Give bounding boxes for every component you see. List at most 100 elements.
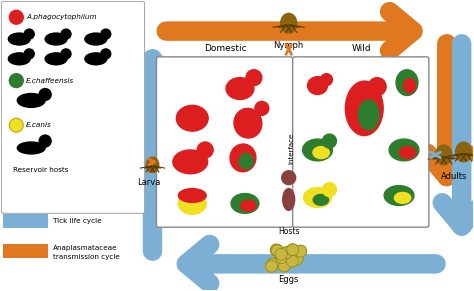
Circle shape [61,49,71,59]
Bar [3,214,48,228]
Circle shape [278,260,290,272]
Text: Hosts: Hosts [278,227,300,236]
Circle shape [24,29,34,39]
Text: Domestic: Domestic [204,44,246,53]
Circle shape [291,253,303,265]
Text: Tick life cycle: Tick life cycle [53,218,102,224]
Ellipse shape [403,79,416,93]
Circle shape [295,245,307,257]
Text: Anaplasmataceae: Anaplasmataceae [53,245,118,251]
Circle shape [320,74,332,86]
Ellipse shape [358,100,379,130]
Circle shape [265,260,277,272]
Ellipse shape [400,147,416,159]
Ellipse shape [346,81,383,136]
Circle shape [9,118,23,132]
Ellipse shape [304,188,331,207]
Text: Interface: Interface [289,132,295,164]
Bar [3,244,48,258]
Ellipse shape [226,78,254,100]
Ellipse shape [281,13,297,33]
Ellipse shape [436,145,452,165]
Ellipse shape [384,186,414,205]
Ellipse shape [9,33,30,45]
Ellipse shape [239,154,253,169]
FancyBboxPatch shape [156,57,292,227]
Ellipse shape [85,53,107,65]
Ellipse shape [85,33,107,45]
Ellipse shape [313,147,329,159]
Ellipse shape [396,70,418,95]
Text: Adults: Adults [440,172,467,181]
FancyArrowPatch shape [186,244,436,283]
Circle shape [295,245,307,257]
Circle shape [9,74,23,88]
Ellipse shape [234,108,262,138]
Circle shape [322,134,337,148]
Circle shape [271,244,283,256]
Circle shape [267,258,279,270]
Circle shape [286,255,298,267]
Circle shape [255,102,269,115]
Text: Wild: Wild [351,44,371,53]
Text: Reservoir hosts: Reservoir hosts [13,167,69,173]
Circle shape [271,245,283,257]
Ellipse shape [456,142,472,162]
Text: E.canis: E.canis [26,122,52,128]
Ellipse shape [389,139,419,161]
Circle shape [9,10,23,24]
Text: Larva: Larva [137,178,160,187]
Circle shape [271,244,283,256]
Circle shape [287,244,299,256]
Text: transmission cycle: transmission cycle [53,254,120,260]
Circle shape [282,171,296,184]
Circle shape [61,29,71,39]
Ellipse shape [241,200,256,211]
Circle shape [278,260,290,272]
Ellipse shape [178,189,206,203]
Ellipse shape [394,192,411,203]
Circle shape [275,248,287,260]
Ellipse shape [178,193,206,214]
Circle shape [271,245,283,257]
Circle shape [246,70,262,86]
Circle shape [39,88,51,100]
Ellipse shape [231,194,259,213]
Text: A.phagocytophilum: A.phagocytophilum [26,14,97,20]
FancyArrowPatch shape [442,44,474,226]
Ellipse shape [176,105,208,131]
Circle shape [286,255,298,267]
Circle shape [24,49,34,59]
Ellipse shape [45,33,67,45]
Circle shape [287,244,299,256]
Circle shape [101,29,111,39]
Circle shape [276,251,288,263]
Text: E.chaffeensis: E.chaffeensis [26,78,74,84]
FancyBboxPatch shape [1,1,145,213]
Circle shape [101,49,111,59]
FancyArrowPatch shape [166,12,413,51]
Circle shape [280,247,292,259]
Circle shape [39,135,51,147]
Circle shape [275,248,287,260]
Ellipse shape [17,142,45,154]
Circle shape [368,78,386,95]
Circle shape [276,251,288,263]
Ellipse shape [9,53,30,65]
Ellipse shape [45,53,67,65]
Text: Nymph: Nymph [273,41,304,50]
Ellipse shape [146,157,159,173]
FancyArrowPatch shape [428,44,466,177]
Ellipse shape [313,194,328,205]
Ellipse shape [17,93,45,107]
Circle shape [267,258,279,270]
Text: Eggs: Eggs [279,275,299,284]
Circle shape [265,260,277,272]
Ellipse shape [173,150,208,174]
Ellipse shape [230,144,256,172]
Ellipse shape [283,189,295,210]
Circle shape [291,253,303,265]
Circle shape [322,183,337,196]
Circle shape [280,247,292,259]
FancyArrowPatch shape [133,59,172,251]
